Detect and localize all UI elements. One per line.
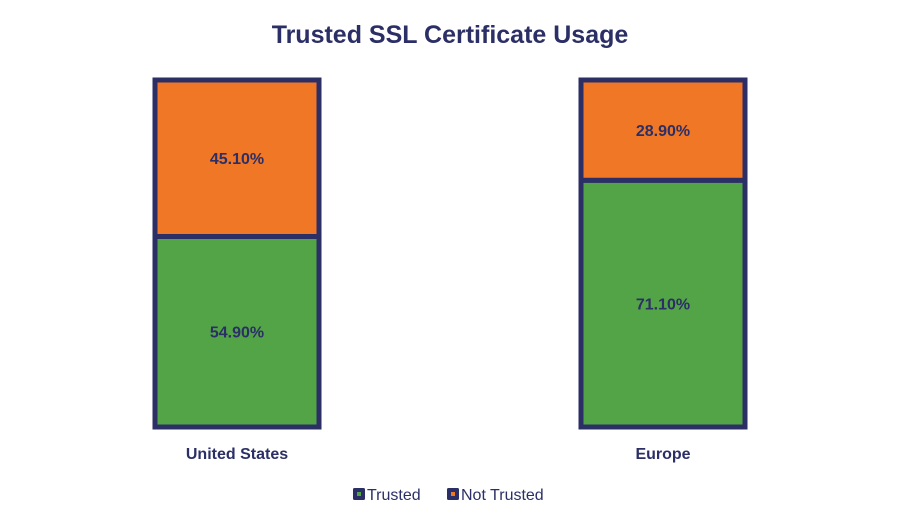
- category-label: Europe: [635, 446, 690, 463]
- bar-united-states-trusted: [152, 233, 322, 430]
- legend: Trusted Not Trusted: [353, 487, 544, 504]
- legend-swatch-fill-not-trusted: [451, 492, 455, 496]
- chart-title: Trusted SSL Certificate Usage: [272, 21, 629, 49]
- bar-united-states-not-trusted: [152, 77, 322, 239]
- category-label: United States: [186, 446, 288, 463]
- bar-plot-area: 54.90% 45.10% 71.10% 28.90%: [152, 77, 748, 430]
- data-label-europe-trusted: 71.10%: [636, 297, 690, 314]
- legend-label-trusted: Trusted: [367, 487, 421, 504]
- data-label-united-states-trusted: 54.90%: [210, 325, 264, 342]
- category-axis: United States Europe: [186, 446, 691, 463]
- legend-swatch-fill-trusted: [357, 492, 361, 496]
- data-label-europe-not-trusted: 28.90%: [636, 123, 690, 140]
- bar-europe-not-trusted: [578, 77, 748, 183]
- legend-label-not-trusted: Not Trusted: [461, 487, 544, 504]
- data-label-united-states-not-trusted: 45.10%: [210, 151, 264, 168]
